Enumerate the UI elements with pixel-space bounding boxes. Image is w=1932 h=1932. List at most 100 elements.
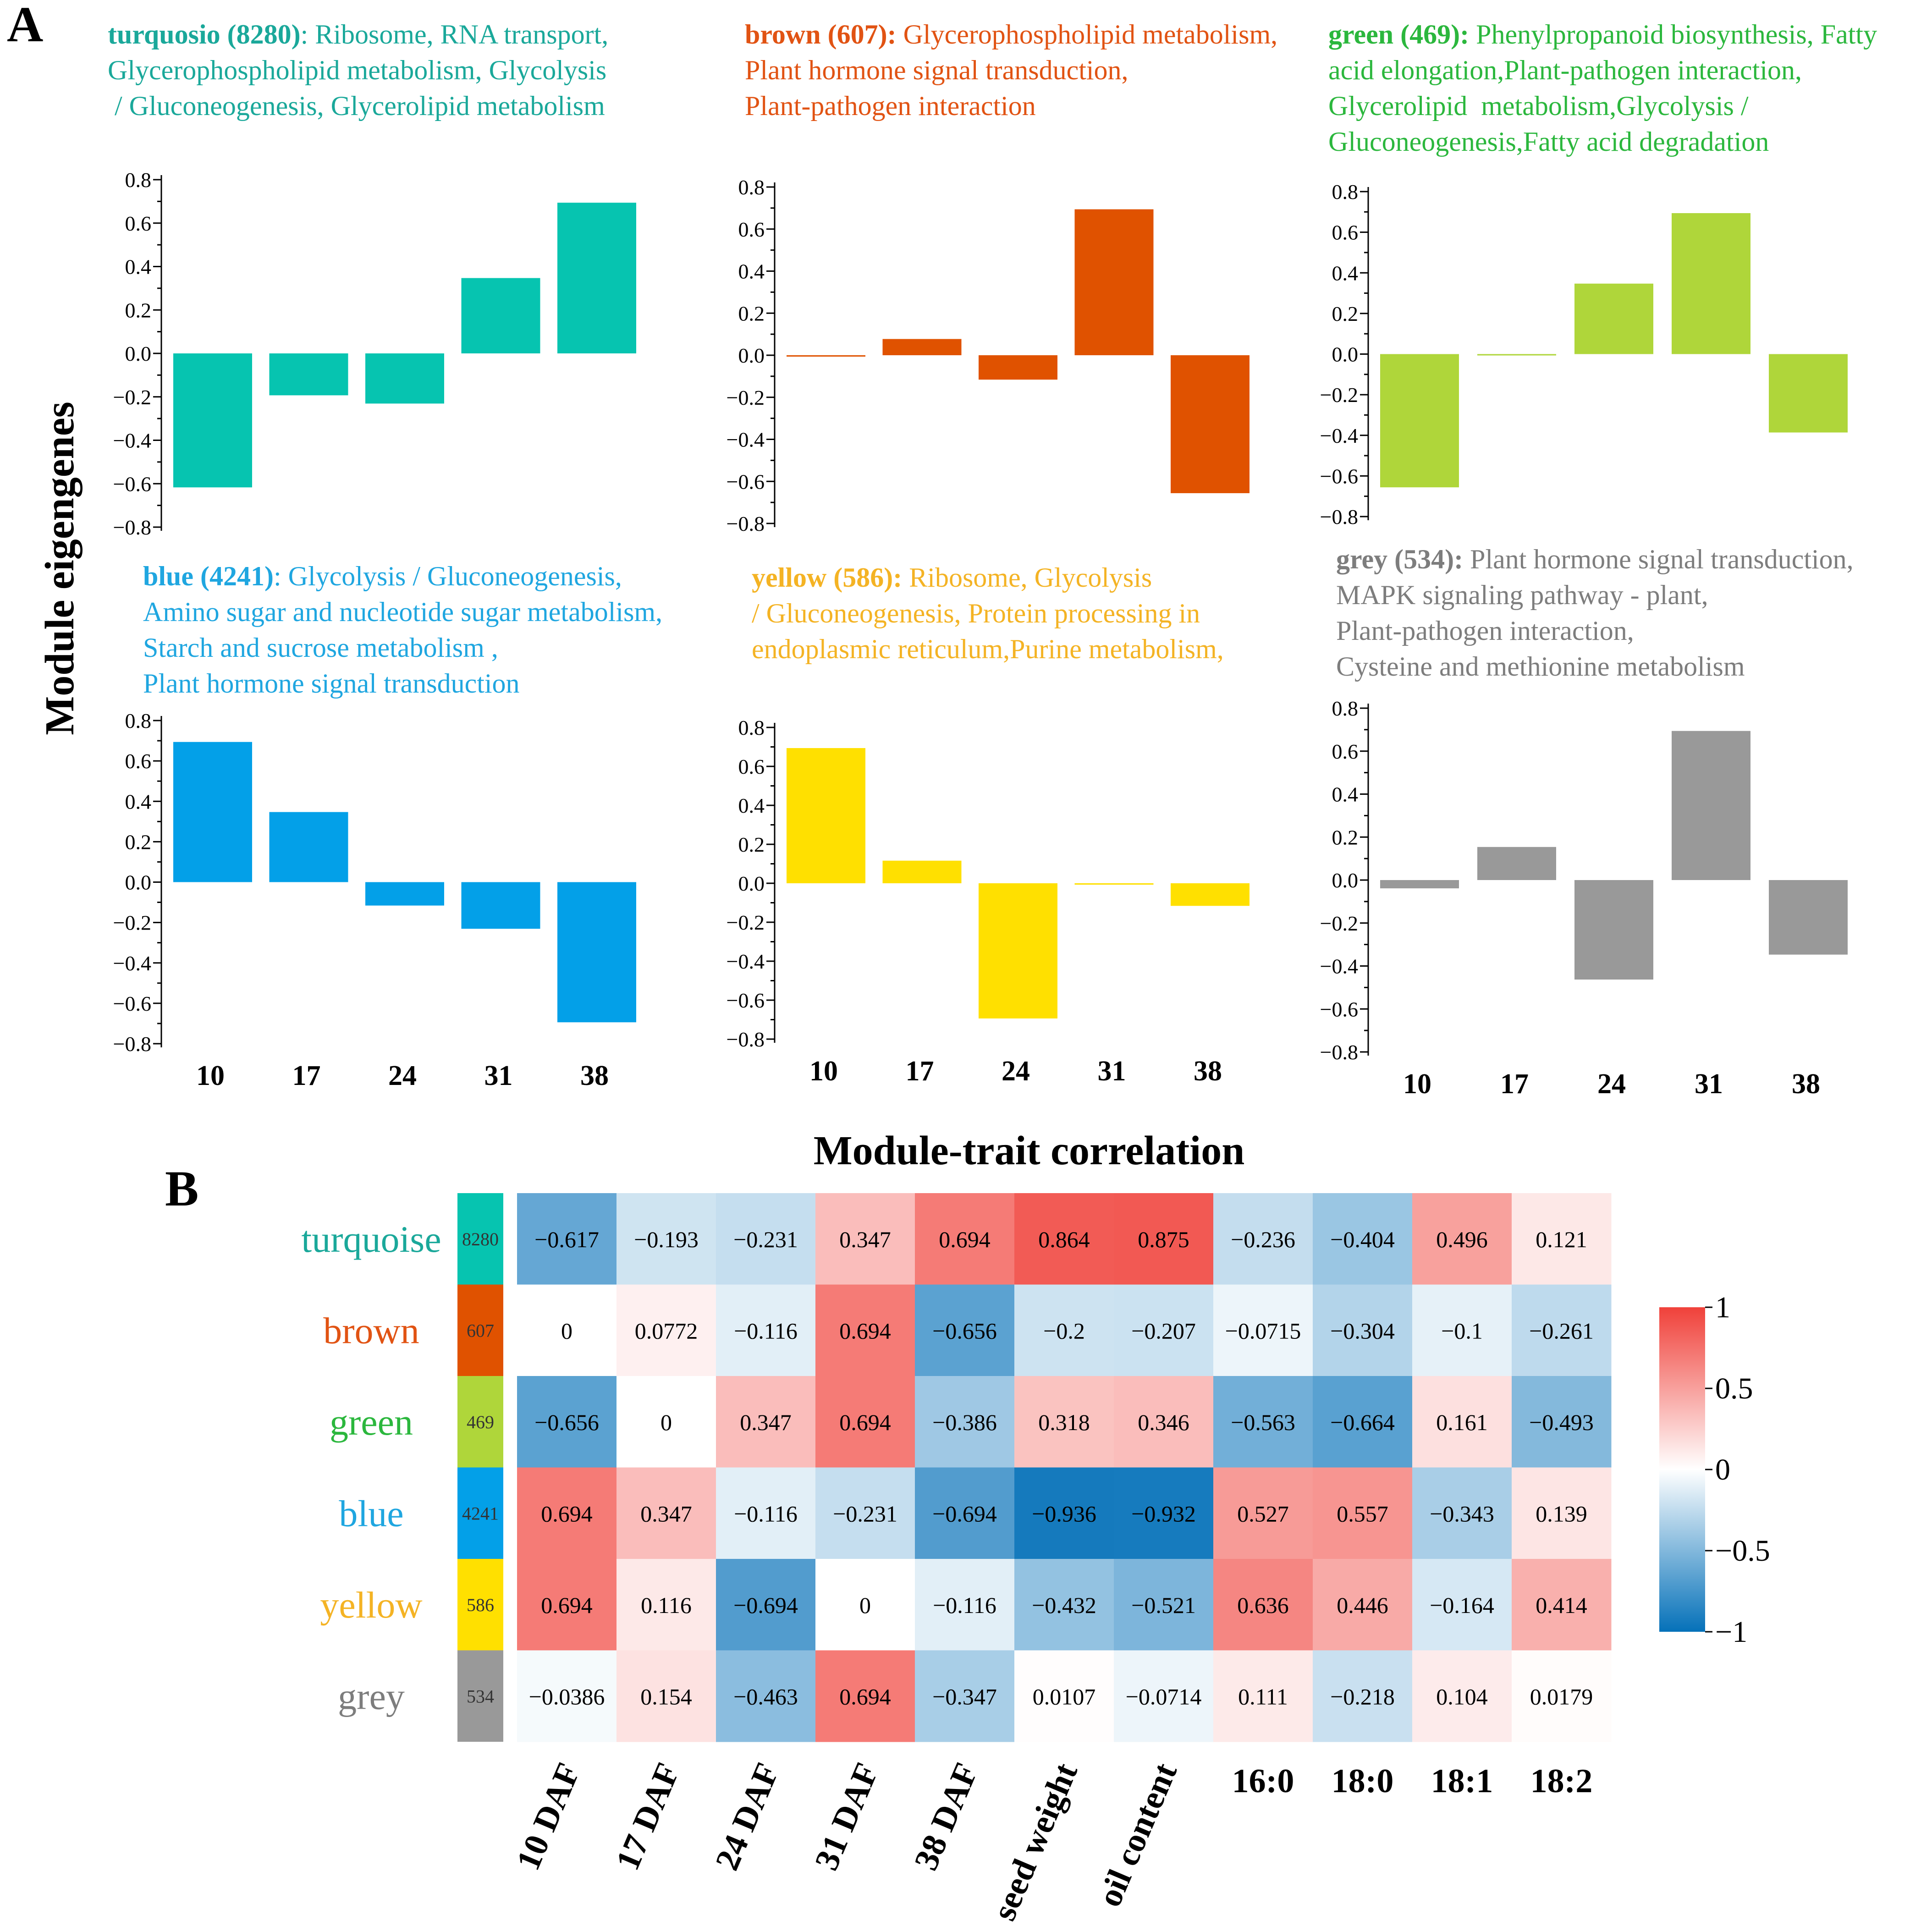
heatmap-cell	[517, 1284, 617, 1376]
heatmap-cell-label: −0.432	[1032, 1592, 1096, 1618]
y-tick-label: 0.6	[125, 212, 152, 235]
bar-chart-blue: blue (4241): Glycolysis / Gluconeogenesi…	[113, 561, 663, 1091]
heatmap-cell	[1014, 1650, 1114, 1742]
chart-title-bold: blue (4241)	[143, 561, 274, 591]
heatmap-cell	[1313, 1467, 1413, 1559]
chart-title-line: Ribosome, Glycolysis	[902, 562, 1152, 593]
y-tick-label: −0.2	[1320, 383, 1358, 407]
y-tick-label: 0.4	[125, 790, 152, 813]
heatmap-cell	[1014, 1284, 1114, 1376]
heatmap-cell	[716, 1467, 816, 1559]
bar-blue-24	[365, 882, 444, 906]
x-tick-label: 24	[1597, 1068, 1626, 1100]
heatmap-cell-label: −0.404	[1330, 1227, 1395, 1252]
heatmap-cell-label: −0.932	[1131, 1501, 1196, 1526]
heatmap-cell	[716, 1376, 816, 1468]
bar-grey-38	[1769, 880, 1848, 955]
heatmap-cell-label: 0.154	[640, 1684, 692, 1709]
heatmap-cell	[1213, 1284, 1313, 1376]
y-tick-label: −0.6	[1320, 464, 1358, 488]
heatmap-cell	[1014, 1376, 1114, 1468]
y-tick-label: 0.8	[738, 716, 765, 739]
heatmap-cell	[1313, 1193, 1413, 1285]
heatmap-cell-label: −0.304	[1330, 1318, 1395, 1343]
panel-b-label: B	[165, 1161, 198, 1216]
heatmap-cell-label: 0.104	[1436, 1684, 1488, 1709]
heatmap-cell	[815, 1376, 915, 1468]
y-tick-label: 0.4	[1332, 783, 1359, 806]
heatmap-cell	[1213, 1467, 1313, 1559]
y-tick-label: 0.6	[1332, 740, 1359, 763]
bar-blue-10	[173, 742, 252, 882]
bar-turquoise-24	[365, 353, 444, 404]
heatmap-cell-label: −0.1	[1441, 1318, 1483, 1343]
bar-brown-17	[882, 339, 962, 355]
heatmap-cell-label: 0.139	[1536, 1501, 1587, 1526]
heatmap-cell-label: −0.261	[1529, 1318, 1594, 1343]
heatmap-cell	[1313, 1376, 1413, 1468]
bar-chart-turquoise: turquosio (8280): Ribosome, RNA transpor…	[108, 19, 636, 539]
chart-title-line: : Ribosome, RNA transport,	[301, 19, 609, 50]
heatmap-cell-label: −0.207	[1131, 1318, 1196, 1343]
chart-title-line: Glycerolipid metabolism,Glycolysis /	[1328, 91, 1749, 121]
heatmap-title: Module-trait correlation	[814, 1128, 1245, 1173]
y-tick-label: 0.2	[125, 830, 152, 853]
bar-yellow-17	[882, 860, 962, 883]
chart-title-bold: brown (607):	[745, 19, 897, 50]
chart-title-line: Plant hormone signal transduction,	[1463, 544, 1854, 574]
x-tick-label: 17	[292, 1060, 321, 1091]
heatmap-cell-label: −0.2	[1043, 1318, 1085, 1343]
row-size-label: 469	[467, 1412, 494, 1432]
y-tick-label: −0.8	[1320, 505, 1358, 528]
heatmap-cell	[1412, 1376, 1512, 1468]
y-tick-label: −0.8	[727, 512, 765, 535]
heatmap-cell-label: 0.0107	[1033, 1684, 1096, 1709]
y-tick-label: −0.4	[113, 429, 151, 452]
heatmap-cell	[915, 1376, 1015, 1468]
heatmap-cell	[1014, 1559, 1114, 1651]
y-tick-label: 0.8	[738, 176, 765, 199]
y-tick-label: 0.0	[1332, 343, 1359, 366]
row-label-grey: grey	[338, 1675, 405, 1717]
heatmap-cell-label: 0.496	[1436, 1227, 1488, 1252]
heatmap-cell	[1114, 1193, 1214, 1285]
heatmap-cell-label: 0.694	[541, 1592, 593, 1618]
y-tick-label: −0.2	[113, 911, 151, 935]
y-tick-label: −0.2	[1320, 912, 1358, 935]
row-label-turquoise: turquoise	[301, 1218, 441, 1260]
heatmap-cell-label: −0.656	[932, 1318, 997, 1343]
chart-title-line: Plant hormone signal transduction,	[745, 55, 1128, 85]
row-size-label: 586	[467, 1595, 494, 1615]
y-tick-label: 0.8	[1332, 697, 1359, 720]
heatmap-cell	[616, 1193, 716, 1285]
heatmap-cell	[1114, 1650, 1214, 1742]
bar-green-17	[1477, 354, 1556, 356]
heatmap-cell-label: 0.116	[641, 1592, 692, 1618]
chart-title-bold: green (469):	[1328, 19, 1469, 50]
bar-yellow-31	[1074, 883, 1154, 885]
heatmap-cell	[517, 1559, 617, 1651]
heatmap-cell	[915, 1284, 1015, 1376]
x-tick-label: 10	[196, 1060, 225, 1091]
y-tick-label: −0.2	[727, 386, 765, 409]
heatmap-cell	[1213, 1650, 1313, 1742]
colorbar-tick-label: 0	[1715, 1453, 1730, 1486]
bar-yellow-24	[979, 883, 1057, 1018]
heatmap-cell-label: 0.161	[1436, 1409, 1488, 1435]
y-tick-label: 0.2	[738, 302, 765, 325]
heatmap-cell-label: −0.231	[733, 1227, 798, 1252]
y-tick-label: −0.4	[727, 428, 765, 451]
heatmap-cell-label: 0.864	[1038, 1227, 1090, 1252]
column-label: 17 DAF	[609, 1758, 687, 1876]
y-tick-label: 0.0	[125, 342, 152, 365]
heatmap-cell	[1512, 1467, 1612, 1559]
row-color-box-grey	[457, 1650, 503, 1742]
heatmap-cell-label: 0.347	[839, 1227, 891, 1252]
x-tick-label: 31	[1098, 1056, 1126, 1087]
chart-title-line: Gluconeogenesis,Fatty acid degradation	[1328, 127, 1769, 157]
bar-grey-24	[1574, 880, 1653, 980]
colorbar-bar	[1659, 1307, 1705, 1632]
heatmap-cell-label: 0.318	[1038, 1409, 1090, 1435]
heatmap-cell	[1313, 1284, 1413, 1376]
